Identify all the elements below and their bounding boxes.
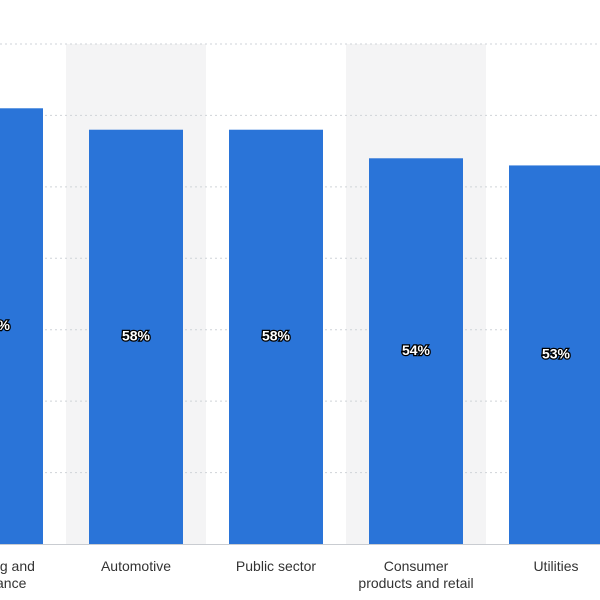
bar[interactable] [509,165,600,544]
bar[interactable] [229,129,323,544]
data-label: 54% [402,342,431,358]
data-label: 58% [262,328,291,344]
data-label: 61% [0,317,11,333]
category-label-line: Public sector [236,558,316,574]
category-label-line: Automotive [101,558,171,574]
bar[interactable] [369,158,463,545]
category-label-line: insurance [0,575,27,591]
category-label: Consumer products and retail [358,558,473,591]
category-label: Utilities [533,558,578,574]
data-label: 58% [122,328,151,344]
category-label: Banking andinsurance [0,558,35,591]
category-label-line: products and retail [358,575,473,591]
category-labels: Banking andinsurance Automotive Public sec… [0,558,579,591]
data-label: 53% [542,345,571,361]
bars [0,108,600,545]
category-label: Automotive [101,558,171,574]
category-label: Public sector [236,558,316,574]
bar[interactable] [89,129,183,544]
category-label-line: Utilities [533,558,578,574]
value-labels: 61% 58% 58% 54% 53% [0,316,572,363]
bar[interactable] [0,108,43,545]
category-label-line: Banking and [0,558,35,574]
category-label-line: Consumer [384,558,449,574]
